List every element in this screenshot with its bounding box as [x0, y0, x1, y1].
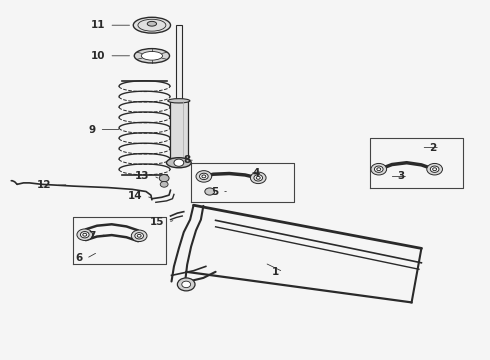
Text: 4: 4	[252, 168, 260, 178]
Circle shape	[256, 176, 260, 179]
Ellipse shape	[133, 17, 171, 33]
Text: 13: 13	[135, 171, 149, 181]
Text: 9: 9	[88, 125, 96, 135]
Circle shape	[196, 171, 212, 182]
Text: 5: 5	[211, 186, 218, 197]
Ellipse shape	[167, 158, 191, 168]
Circle shape	[137, 234, 141, 237]
Text: 8: 8	[184, 155, 191, 165]
Text: 3: 3	[397, 171, 404, 181]
Circle shape	[177, 278, 195, 291]
Ellipse shape	[168, 99, 190, 103]
Circle shape	[377, 168, 381, 171]
Circle shape	[374, 166, 383, 172]
Text: 7: 7	[88, 231, 96, 241]
Circle shape	[80, 231, 89, 238]
Circle shape	[160, 181, 168, 187]
Circle shape	[202, 175, 206, 178]
Circle shape	[77, 229, 93, 240]
Circle shape	[135, 233, 144, 239]
Ellipse shape	[134, 49, 170, 63]
Circle shape	[250, 172, 266, 184]
Ellipse shape	[147, 21, 156, 26]
Text: 6: 6	[75, 253, 82, 264]
Text: 10: 10	[91, 51, 105, 61]
Circle shape	[254, 175, 263, 181]
Ellipse shape	[141, 51, 163, 60]
Circle shape	[433, 168, 437, 171]
Text: 2: 2	[429, 143, 436, 153]
Circle shape	[182, 281, 191, 288]
Text: 1: 1	[272, 267, 279, 277]
Circle shape	[430, 166, 439, 172]
Text: 14: 14	[127, 191, 142, 201]
Circle shape	[83, 233, 87, 236]
Text: 11: 11	[91, 20, 105, 30]
Polygon shape	[176, 25, 182, 101]
Circle shape	[205, 188, 215, 195]
Circle shape	[159, 175, 169, 182]
Circle shape	[131, 230, 147, 242]
Circle shape	[427, 163, 442, 175]
Polygon shape	[170, 101, 188, 158]
Text: 15: 15	[149, 217, 164, 228]
Circle shape	[199, 173, 208, 180]
Circle shape	[371, 163, 387, 175]
Circle shape	[174, 159, 184, 166]
Text: 12: 12	[37, 180, 51, 190]
